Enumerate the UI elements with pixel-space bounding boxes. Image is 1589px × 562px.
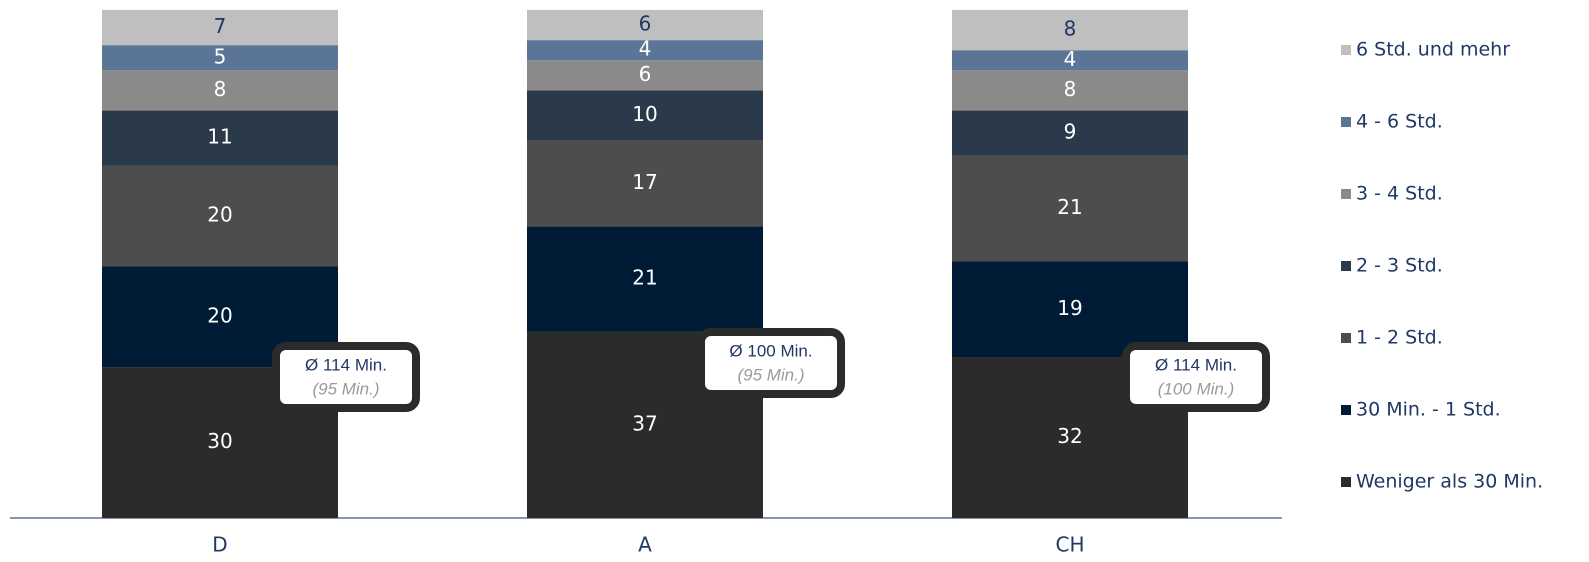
bar-segment xyxy=(102,70,338,111)
average-label: Ø 114 Min. xyxy=(305,355,387,374)
legend-marker xyxy=(1341,405,1351,415)
previous-label: (100 Min.) xyxy=(1158,379,1235,398)
bar-segment xyxy=(952,9,1188,51)
bar-segment xyxy=(952,155,1188,262)
value-label: 4 xyxy=(639,37,652,61)
value-label: 6 xyxy=(639,12,652,36)
legend-label: 30 Min. - 1 Std. xyxy=(1356,399,1501,421)
bar-segment xyxy=(102,9,338,46)
value-label: 19 xyxy=(1057,296,1082,320)
value-label: 17 xyxy=(632,170,657,194)
value-label: 20 xyxy=(207,203,232,227)
value-label: 6 xyxy=(639,62,652,86)
legend-marker xyxy=(1341,333,1351,343)
bar-segment xyxy=(952,70,1188,111)
value-label: 21 xyxy=(1057,195,1082,219)
value-label: 21 xyxy=(632,266,657,290)
x-tick-label: A xyxy=(638,533,652,557)
bar-segment xyxy=(527,40,763,61)
previous-label: (95 Min.) xyxy=(312,379,379,398)
legend-marker xyxy=(1341,45,1351,55)
value-label: 5 xyxy=(214,44,227,68)
legend-label: 2 - 3 Std. xyxy=(1356,255,1443,277)
legend-marker xyxy=(1341,117,1351,127)
legend-label: 1 - 2 Std. xyxy=(1356,327,1443,349)
bar-segment xyxy=(527,140,763,227)
bar-segment xyxy=(527,90,763,141)
value-label: 7 xyxy=(214,14,227,38)
value-label: 8 xyxy=(214,77,227,101)
value-label: 8 xyxy=(1064,77,1077,101)
value-label: 11 xyxy=(207,125,232,149)
value-label: 32 xyxy=(1057,424,1082,448)
previous-label: (95 Min.) xyxy=(737,365,804,384)
bar-segment xyxy=(102,165,338,267)
bar-segment xyxy=(102,45,338,71)
legend-marker xyxy=(1341,477,1351,487)
bar-segment xyxy=(102,110,338,166)
bar-segment xyxy=(952,50,1188,71)
average-label: Ø 114 Min. xyxy=(1155,355,1237,374)
legend-marker xyxy=(1341,261,1351,271)
value-label: 9 xyxy=(1064,120,1077,144)
legend-label: 6 Std. und mehr xyxy=(1356,39,1510,61)
legend-label: 4 - 6 Std. xyxy=(1356,111,1443,133)
x-tick-label: D xyxy=(212,533,227,557)
legend-label: Weniger als 30 Min. xyxy=(1356,471,1543,493)
legend-marker xyxy=(1341,189,1351,199)
value-label: 30 xyxy=(207,429,232,453)
bar-segment xyxy=(952,261,1188,358)
callout-box xyxy=(272,342,420,412)
bar-segment xyxy=(952,110,1188,156)
callout-box xyxy=(697,328,845,398)
x-tick-label: CH xyxy=(1055,533,1084,557)
bar-segment xyxy=(527,226,763,332)
value-label: 10 xyxy=(632,102,657,126)
value-label: 8 xyxy=(1064,17,1077,41)
value-label: 4 xyxy=(1064,47,1077,71)
bar-segment xyxy=(527,9,763,41)
value-label: 20 xyxy=(207,303,232,327)
legend-label: 3 - 4 Std. xyxy=(1356,183,1443,205)
bar-segment xyxy=(527,60,763,91)
value-label: 37 xyxy=(632,411,657,435)
callout-box xyxy=(1122,342,1270,412)
average-label: Ø 100 Min. xyxy=(729,341,812,360)
